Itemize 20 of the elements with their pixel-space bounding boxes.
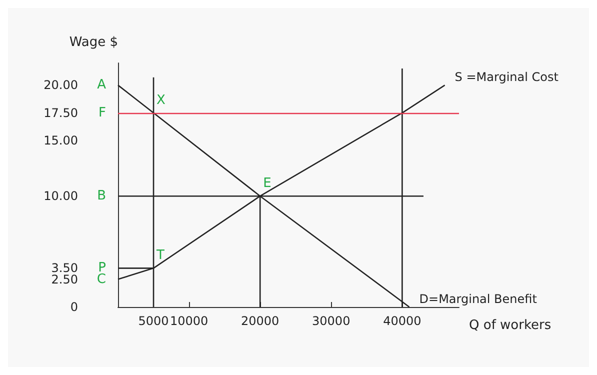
series-label: D=Marginal Benefit (419, 292, 538, 306)
x-tick-label: 20000 (240, 314, 280, 328)
x-axis-title: Q of workers (469, 318, 552, 333)
y-tick-label: 17.50 (44, 106, 78, 120)
x-tick-label: 10000 (170, 314, 208, 328)
annotation: F (98, 105, 106, 120)
annotation: A (97, 78, 106, 93)
annotation: E (263, 176, 272, 192)
x-tick-label: 30000 (312, 314, 350, 328)
y-tick-label: 20.00 (44, 78, 78, 92)
y-tick-label: 0 (70, 300, 78, 314)
annotation: B (97, 188, 106, 204)
y-tick-label: 10.00 (44, 189, 78, 204)
annotation: T (156, 248, 165, 264)
y-tick-label: 15.00 (44, 134, 78, 148)
series-label: S =Marginal Cost (454, 70, 559, 84)
y-axis-title: Wage $ (69, 35, 118, 50)
x-tick-label: 40000 (383, 314, 422, 328)
annotation: X (156, 92, 166, 108)
x-tick-label: 5000 (138, 314, 169, 328)
